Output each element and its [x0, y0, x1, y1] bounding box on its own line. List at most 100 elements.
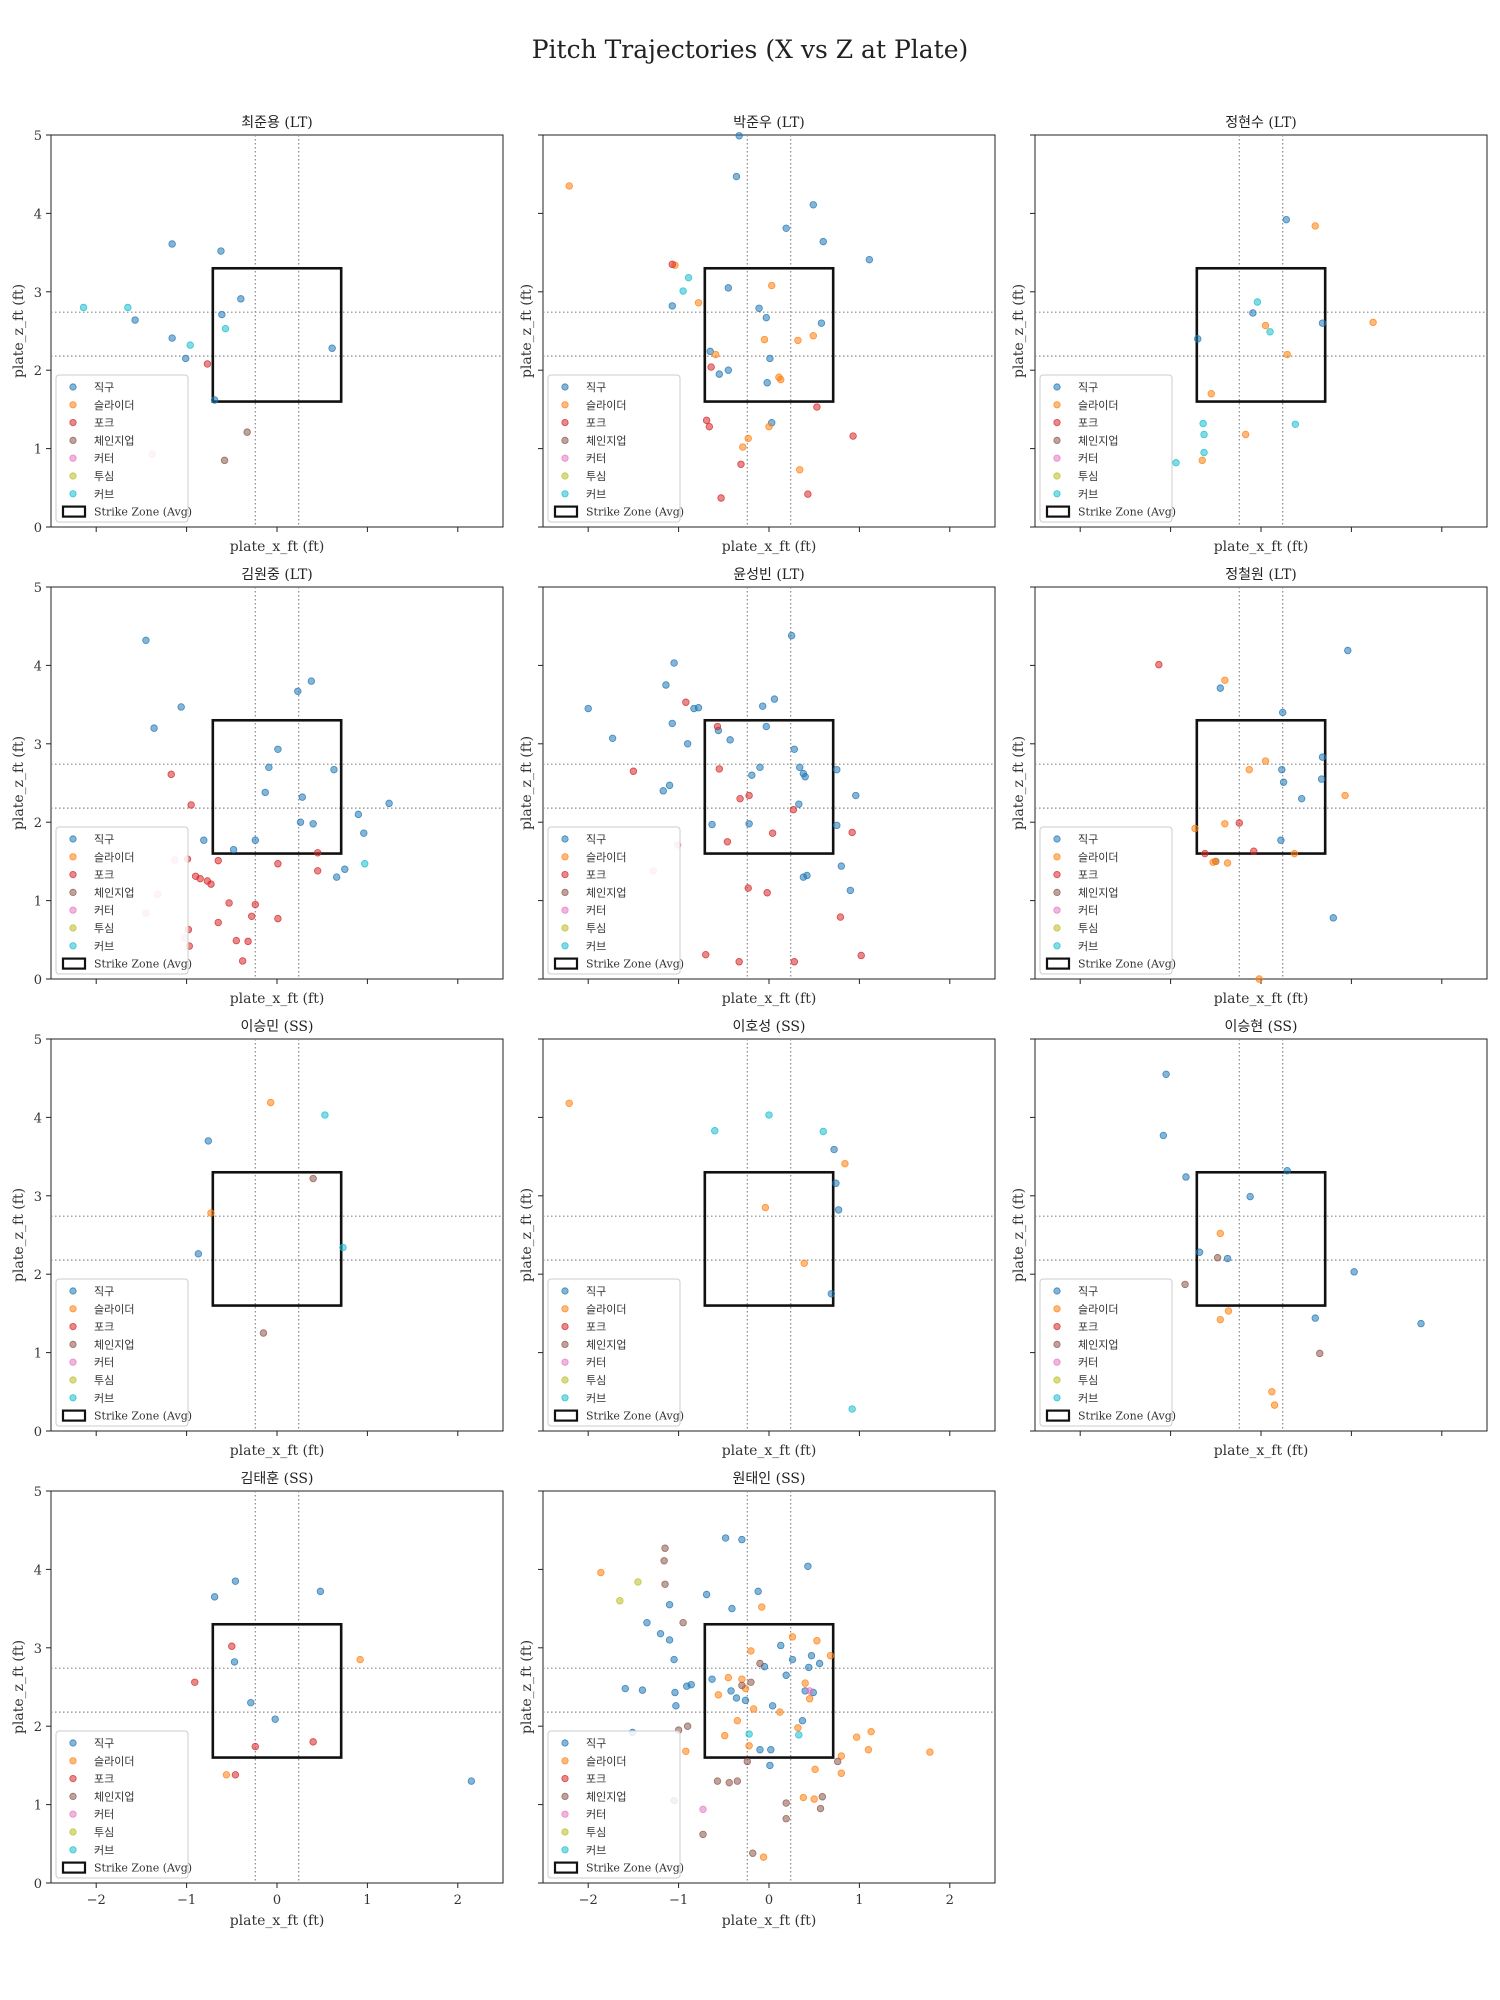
data-point	[782, 1799, 790, 1807]
data-point	[1224, 1307, 1233, 1315]
subplot-title: 이승민 (SS)	[241, 1019, 314, 1035]
legend-label: 직구	[586, 1737, 606, 1750]
y-tick-label: 0	[34, 1425, 42, 1440]
legend-marker	[1053, 924, 1061, 932]
data-point	[830, 1145, 838, 1154]
data-point	[745, 820, 753, 828]
data-point	[721, 1534, 730, 1542]
data-point	[274, 860, 282, 868]
data-point	[737, 460, 745, 468]
data-point	[385, 799, 393, 808]
data-point	[1417, 1319, 1425, 1328]
data-point	[200, 836, 208, 844]
data-point	[79, 303, 88, 312]
data-point	[168, 240, 176, 248]
data-point	[150, 724, 158, 732]
data-point	[724, 284, 733, 292]
data-point	[1182, 1173, 1190, 1181]
legend-label: 커브	[94, 1844, 114, 1857]
data-point	[168, 334, 176, 342]
legend-marker	[69, 383, 77, 391]
y-axis-label: plate_z_ft (ft)	[11, 1640, 27, 1734]
data-point	[232, 936, 241, 945]
data-point	[1261, 757, 1270, 765]
data-point	[1246, 1192, 1254, 1201]
legend-zone-label: Strike Zone (Avg)	[586, 958, 684, 971]
y-axis-label: plate_z_ft (ft)	[11, 736, 27, 830]
y-tick-label: 3	[34, 1190, 42, 1205]
legend-label: 체인지업	[586, 1790, 626, 1803]
data-point	[1200, 430, 1208, 439]
legend-label: 체인지업	[586, 1338, 626, 1351]
data-point	[796, 763, 804, 772]
legend-zone-marker	[553, 1409, 579, 1422]
legend-label: 투심	[94, 470, 114, 483]
data-point	[794, 1724, 802, 1732]
legend-zone-marker	[61, 505, 87, 518]
data-point	[187, 801, 195, 809]
legend-label: 커터	[94, 452, 114, 465]
strike-zone-box	[211, 1622, 343, 1759]
data-point	[768, 1702, 777, 1710]
data-point	[759, 1853, 768, 1861]
legend-marker	[69, 1358, 77, 1366]
legend-label: 포크	[586, 1773, 606, 1786]
legend-marker	[69, 1775, 77, 1783]
x-axis-label: plate_x_ft (ft)	[722, 539, 817, 555]
data-point	[747, 1678, 755, 1686]
data-point	[1216, 1315, 1225, 1324]
x-axis-label: plate_x_ft (ft)	[230, 539, 325, 555]
legend-marker	[1053, 418, 1061, 427]
legend-marker	[561, 490, 569, 498]
data-point	[682, 698, 690, 706]
legend-label: 슬라이더	[1078, 1303, 1118, 1316]
data-point	[1279, 778, 1288, 786]
legend-label: 투심	[1078, 922, 1098, 935]
legend-marker	[69, 835, 77, 843]
data-point	[788, 1633, 797, 1641]
data-point	[818, 1793, 827, 1801]
legend-label: 슬라이더	[1078, 851, 1118, 864]
data-point	[776, 1708, 784, 1716]
data-point	[1195, 1248, 1204, 1256]
data-point	[711, 350, 720, 359]
legend-zone-label: Strike Zone (Avg)	[94, 1862, 192, 1875]
data-point	[747, 1647, 755, 1655]
figure-title: Pitch Trajectories (X vs Z at Plate)	[532, 35, 969, 64]
legend-marker	[69, 888, 77, 897]
subplot-7: 이승민 (SS) 0 1 2 3 4 5 plate_x_ft (ft) plate_z_ft …	[11, 1019, 504, 1459]
data-point	[251, 836, 260, 844]
data-point	[789, 805, 798, 814]
legend-marker	[69, 454, 77, 462]
data-point	[708, 1675, 716, 1683]
data-point	[670, 1655, 678, 1664]
data-point	[660, 1557, 668, 1565]
y-tick-label: 0	[34, 973, 42, 988]
data-point	[634, 1578, 642, 1586]
data-point	[271, 1715, 279, 1723]
data-point	[638, 1686, 647, 1694]
data-point	[309, 820, 317, 828]
y-axis-label: plate_z_ft (ft)	[1011, 284, 1027, 378]
data-point	[741, 1696, 750, 1705]
data-point	[1261, 321, 1270, 330]
data-point	[332, 873, 341, 881]
legend-marker	[561, 870, 569, 879]
y-axis-label: plate_z_ft (ft)	[1011, 736, 1027, 830]
legend-marker	[69, 1792, 77, 1801]
data-point	[813, 403, 821, 411]
subplot-3: 정현수 (LT) plate_x_ft (ft) plate_z_ft (ft) 직구…	[1011, 115, 1488, 555]
scatter-points	[1159, 1070, 1425, 1409]
legend-zone-marker	[1045, 505, 1071, 518]
data-point	[715, 765, 723, 773]
data-point	[662, 681, 670, 689]
legend-box	[547, 1278, 681, 1427]
subplot-10: 김태훈 (SS) −2 −1 0 1 2 0 1 2 3 4 5 plate_x_ft (ft) plat…	[11, 1471, 504, 1929]
legend-marker	[69, 942, 77, 950]
data-point	[244, 937, 252, 946]
data-point	[832, 1179, 840, 1187]
data-point	[1198, 456, 1206, 465]
